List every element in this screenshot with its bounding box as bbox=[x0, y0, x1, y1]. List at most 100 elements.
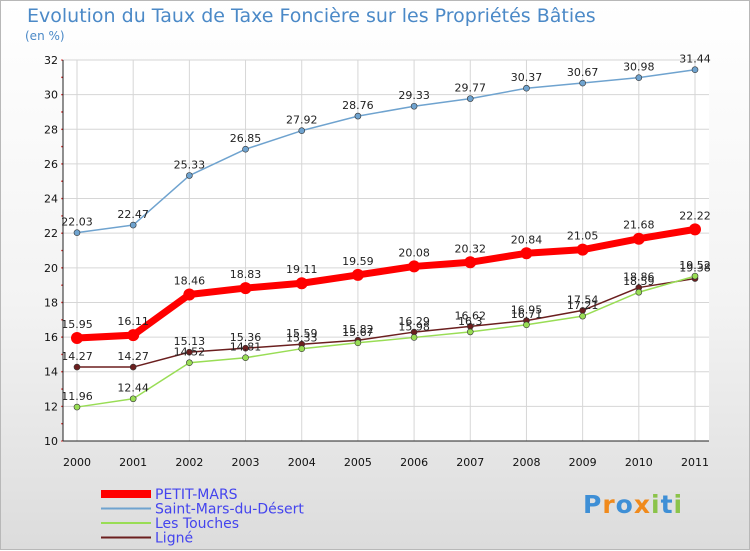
logo-letter: P bbox=[583, 490, 603, 519]
y-tick-label: 30 bbox=[44, 89, 58, 102]
data-point-les-touches bbox=[410, 334, 418, 341]
y-minor-tick bbox=[61, 422, 63, 425]
legend-label-petit-mars: PETIT-MARS bbox=[155, 487, 238, 503]
series-line-les-touches bbox=[76, 275, 696, 408]
data-point-saint-mars-du-d-sert bbox=[129, 221, 137, 229]
data-label-saint-mars-du-d-sert: 31.44 bbox=[679, 53, 711, 66]
x-tick-label: 2000 bbox=[63, 456, 91, 469]
data-point-les-touches bbox=[298, 345, 306, 352]
data-label-lign-: 19.38 bbox=[679, 262, 711, 275]
data-point-les-touches bbox=[691, 272, 699, 280]
data-label-saint-mars-du-d-sert: 27.92 bbox=[286, 114, 318, 127]
data-point-les-touches bbox=[73, 403, 81, 411]
x-tick-label: 2006 bbox=[400, 456, 428, 469]
data-label-petit-mars: 16.11 bbox=[117, 315, 149, 328]
data-label-saint-mars-du-d-sert: 30.98 bbox=[623, 61, 655, 74]
data-point-petit-mars bbox=[576, 243, 589, 256]
y-minor-tick bbox=[61, 111, 63, 113]
logo-letter: r bbox=[602, 490, 616, 519]
data-point-lign- bbox=[129, 363, 137, 371]
y-minor-tick bbox=[61, 405, 63, 408]
data-label-les-touches: 14.52 bbox=[174, 346, 206, 359]
data-label-lign-: 15.13 bbox=[174, 335, 206, 348]
data-point-saint-mars-du-d-sert bbox=[635, 74, 643, 81]
data-label-petit-mars: 20.08 bbox=[398, 246, 430, 259]
y-minor-tick bbox=[61, 284, 63, 286]
y-minor-tick bbox=[61, 197, 63, 200]
data-point-saint-mars-du-d-sert bbox=[523, 84, 530, 92]
data-label-saint-mars-du-d-sert: 29.77 bbox=[455, 82, 487, 95]
logo-letter: x bbox=[633, 490, 651, 519]
logo-letter: i bbox=[673, 490, 684, 519]
data-label-les-touches: 14.81 bbox=[230, 341, 262, 354]
data-point-saint-mars-du-d-sert bbox=[691, 66, 699, 73]
data-label-petit-mars: 20.84 bbox=[511, 233, 543, 246]
data-label-petit-mars: 20.32 bbox=[455, 242, 487, 255]
data-point-petit-mars bbox=[689, 223, 701, 236]
data-point-saint-mars-du-d-sert bbox=[242, 145, 249, 153]
data-label-lign-: 16.62 bbox=[455, 309, 487, 322]
data-label-petit-mars: 15.95 bbox=[61, 318, 93, 331]
y-tick-label: 28 bbox=[44, 123, 58, 136]
series-line-lign- bbox=[77, 277, 696, 368]
data-label-petit-mars: 21.68 bbox=[623, 219, 655, 232]
data-point-petit-mars bbox=[351, 268, 364, 281]
data-point-petit-mars bbox=[408, 260, 421, 273]
unit-label: (en %) bbox=[25, 29, 65, 43]
data-point-saint-mars-du-d-sert bbox=[298, 127, 306, 134]
y-tick-label: 18 bbox=[44, 296, 58, 309]
x-tick-label: 2008 bbox=[512, 456, 540, 469]
data-point-petit-mars bbox=[183, 288, 196, 301]
data-label-petit-mars: 19.11 bbox=[286, 263, 318, 276]
data-label-les-touches: 12.44 bbox=[117, 382, 149, 395]
y-tick-label: 10 bbox=[44, 435, 58, 448]
data-point-les-touches bbox=[523, 321, 530, 329]
y-minor-tick bbox=[61, 59, 63, 61]
data-label-les-touches: 17.21 bbox=[567, 299, 599, 312]
y-minor-tick bbox=[61, 301, 63, 304]
data-label-lign-: 14.27 bbox=[117, 350, 149, 363]
y-tick-label: 16 bbox=[44, 331, 58, 344]
y-minor-tick bbox=[61, 180, 63, 183]
data-point-petit-mars bbox=[127, 329, 140, 342]
data-label-les-touches: 15.98 bbox=[398, 320, 430, 333]
y-minor-tick bbox=[61, 267, 63, 269]
data-label-petit-mars: 21.05 bbox=[567, 230, 599, 243]
data-point-saint-mars-du-d-sert bbox=[73, 229, 81, 236]
data-label-saint-mars-du-d-sert: 26.85 bbox=[230, 132, 262, 145]
y-minor-tick bbox=[61, 76, 63, 79]
x-tick-label: 2009 bbox=[569, 456, 597, 469]
data-label-petit-mars: 19.59 bbox=[342, 255, 374, 268]
y-minor-tick bbox=[61, 388, 63, 390]
y-minor-tick bbox=[61, 353, 63, 356]
data-label-saint-mars-du-d-sert: 22.47 bbox=[117, 208, 149, 221]
data-point-saint-mars-du-d-sert bbox=[466, 95, 474, 102]
y-minor-tick bbox=[61, 440, 63, 442]
data-point-les-touches bbox=[242, 354, 249, 361]
data-point-lign- bbox=[242, 344, 249, 352]
data-label-les-touches: 15.67 bbox=[342, 326, 374, 339]
data-point-les-touches bbox=[635, 288, 643, 296]
y-minor-tick bbox=[61, 128, 63, 131]
data-label-les-touches: 11.96 bbox=[61, 390, 93, 403]
data-point-petit-mars bbox=[520, 247, 533, 260]
data-label-lign-: 16.29 bbox=[398, 315, 430, 328]
y-minor-tick bbox=[61, 318, 63, 321]
chart-title: Evolution du Taux de Taxe Foncière sur l… bbox=[27, 5, 596, 27]
data-label-lign-: 16.95 bbox=[511, 304, 543, 317]
y-tick-label: 20 bbox=[44, 262, 58, 275]
data-point-petit-mars bbox=[239, 282, 252, 295]
data-point-saint-mars-du-d-sert bbox=[186, 172, 193, 179]
data-label-lign-: 14.27 bbox=[61, 350, 93, 363]
y-minor-tick bbox=[61, 232, 63, 234]
legend-label-les-touches: Les Touches bbox=[155, 516, 239, 532]
y-minor-tick bbox=[61, 215, 63, 217]
data-label-saint-mars-du-d-sert: 25.33 bbox=[174, 159, 206, 172]
data-label-saint-mars-du-d-sert: 30.37 bbox=[511, 71, 543, 84]
data-point-les-touches bbox=[354, 339, 362, 347]
y-tick-label: 26 bbox=[44, 158, 58, 171]
data-label-les-touches: 16.71 bbox=[511, 308, 543, 321]
data-point-petit-mars bbox=[632, 232, 645, 245]
data-label-les-touches: 15.33 bbox=[286, 332, 318, 345]
